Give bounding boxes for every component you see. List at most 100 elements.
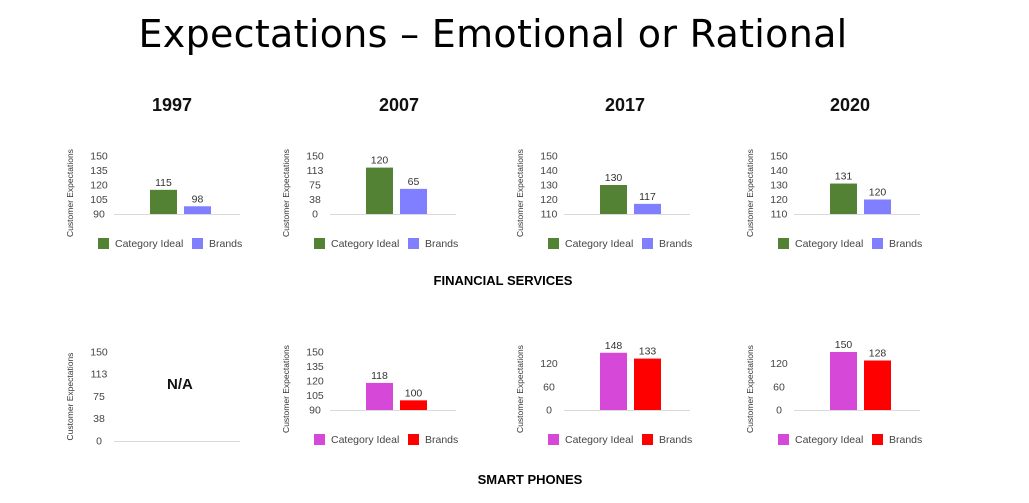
legend-category-ideal-swatch — [548, 434, 559, 445]
bar-category-ideal — [150, 189, 177, 214]
data-label: 120 — [869, 187, 887, 199]
y-tick-label: 140 — [770, 165, 788, 177]
legend-category-ideal-swatch — [314, 238, 325, 249]
y-tick-label: 135 — [90, 165, 108, 177]
chart-financial-2020: Customer Expectations 110 120 130 140 150 131 1… — [744, 142, 964, 262]
legend-category-ideal-label: Category Ideal — [565, 434, 633, 446]
y-tick-label: 150 — [540, 151, 558, 163]
data-label: 148 — [605, 340, 623, 352]
y-tick-label: 105 — [306, 390, 324, 402]
data-label: 118 — [371, 370, 388, 382]
data-label: 100 — [405, 387, 423, 399]
legend-category-ideal-swatch — [548, 238, 559, 249]
chart-phones-2007: Customer Expectations 90 105 120 135 150 118 10… — [280, 338, 500, 458]
legend-brands-label: Brands — [659, 238, 692, 250]
legend-brands-label: Brands — [209, 238, 242, 250]
y-axis-title: Customer Expectations — [281, 345, 291, 433]
bar-brands — [864, 360, 891, 410]
bar-category-ideal — [600, 352, 627, 410]
na-label: N/A — [167, 376, 193, 393]
y-tick-label: 150 — [90, 347, 108, 359]
y-axis-title: Customer Expectations — [65, 149, 75, 237]
legend-brands-label: Brands — [425, 434, 458, 446]
y-tick-label: 0 — [96, 436, 102, 448]
chart-phones-2020: Customer Expectations 0 60 120 150 128 Categor… — [744, 338, 964, 458]
legend-brands-swatch — [192, 238, 203, 249]
bar-brands — [400, 400, 427, 410]
chart-svg: Customer Expectations 90 105 120 135 150 115 98… — [65, 149, 242, 250]
y-tick-label: 113 — [307, 165, 324, 177]
data-label: 133 — [639, 346, 657, 358]
y-tick-label: 150 — [306, 347, 324, 359]
y-tick-label: 120 — [540, 358, 558, 370]
legend-brands-swatch — [642, 238, 653, 249]
y-tick-label: 130 — [770, 180, 788, 192]
legend-category-ideal-label: Category Ideal — [795, 434, 863, 446]
y-axis-title: Customer Expectations — [745, 149, 755, 237]
y-tick-label: 75 — [93, 391, 105, 403]
bar-brands — [634, 358, 661, 410]
y-tick-label: 110 — [541, 209, 558, 221]
y-tick-label: 150 — [90, 151, 108, 163]
bar-brands — [184, 206, 211, 214]
y-axis-title: Customer Expectations — [515, 149, 525, 237]
chart-svg: Customer Expectations 90 105 120 135 150 118 10… — [281, 345, 458, 446]
y-tick-label: 90 — [93, 209, 105, 221]
y-tick-label: 120 — [770, 358, 788, 370]
chart-financial-2017: Customer Expectations 110 120 130 140 150 130 1… — [514, 142, 734, 262]
bar-category-ideal — [600, 185, 627, 214]
y-tick-label: 90 — [309, 405, 321, 417]
legend-brands-swatch — [872, 434, 883, 445]
legend-category-ideal-label: Category Ideal — [331, 434, 399, 446]
legend-category-ideal-swatch — [778, 238, 789, 249]
y-tick-label: 150 — [306, 151, 324, 163]
y-tick-label: 75 — [309, 180, 321, 192]
data-label: 128 — [869, 348, 887, 360]
chart-svg: Customer Expectations 0 38 75 113 150 — [65, 347, 240, 448]
chart-svg: Customer Expectations 110 120 130 140 150 131 1… — [745, 149, 922, 250]
data-label: 115 — [155, 177, 172, 189]
chart-phones-1997: Customer Expectations 0 38 75 113 150 N/A — [64, 338, 284, 458]
y-axis-title: Customer Expectations — [745, 345, 755, 433]
bar-category-ideal — [830, 352, 857, 410]
y-axis-title: Customer Expectations — [515, 345, 525, 433]
y-tick-label: 105 — [90, 194, 108, 206]
year-label-2017: 2017 — [604, 95, 646, 115]
legend-brands-label: Brands — [889, 238, 922, 250]
legend-brands-swatch — [642, 434, 653, 445]
year-label-1997: 1997 — [151, 95, 193, 115]
section-label-financial: FINANCIAL SERVICES — [433, 273, 573, 288]
year-label-2020: 2020 — [829, 95, 871, 115]
legend-brands-swatch — [408, 434, 419, 445]
bar-brands — [400, 188, 427, 214]
chart-phones-2017: Customer Expectations 0 60 120 148 133 Categor… — [514, 338, 734, 458]
chart-financial-1997: Customer Expectations 90 105 120 135 150 115 98… — [64, 142, 284, 262]
y-axis-title: Customer Expectations — [281, 149, 291, 237]
y-tick-label: 0 — [312, 209, 318, 221]
data-label: 117 — [639, 191, 656, 203]
section-label-phones: SMART PHONES — [477, 472, 583, 487]
legend-brands-label: Brands — [425, 238, 458, 250]
y-tick-label: 60 — [773, 381, 785, 393]
y-tick-label: 0 — [776, 405, 782, 417]
bar-category-ideal — [366, 382, 393, 410]
bar-category-ideal — [366, 167, 393, 214]
y-tick-label: 113 — [91, 368, 108, 380]
legend-brands-label: Brands — [889, 434, 922, 446]
y-tick-label: 38 — [309, 194, 321, 206]
y-tick-label: 120 — [90, 180, 108, 192]
data-label: 131 — [835, 171, 853, 183]
y-tick-label: 150 — [770, 151, 788, 163]
legend-category-ideal-swatch — [98, 238, 109, 249]
y-tick-label: 60 — [543, 381, 555, 393]
legend-category-ideal-swatch — [314, 434, 325, 445]
chart-financial-2007: Customer Expectations 0 38 75 113 150 120 65 Cat… — [280, 142, 500, 262]
y-tick-label: 110 — [771, 209, 788, 221]
bar-brands — [864, 199, 891, 214]
chart-svg: Customer Expectations 0 60 120 148 133 Categor… — [515, 340, 692, 446]
legend-category-ideal-label: Category Ideal — [115, 238, 183, 250]
data-label: 150 — [835, 339, 853, 351]
data-label: 120 — [371, 155, 389, 167]
y-tick-label: 135 — [306, 361, 324, 373]
data-label: 98 — [192, 193, 204, 205]
